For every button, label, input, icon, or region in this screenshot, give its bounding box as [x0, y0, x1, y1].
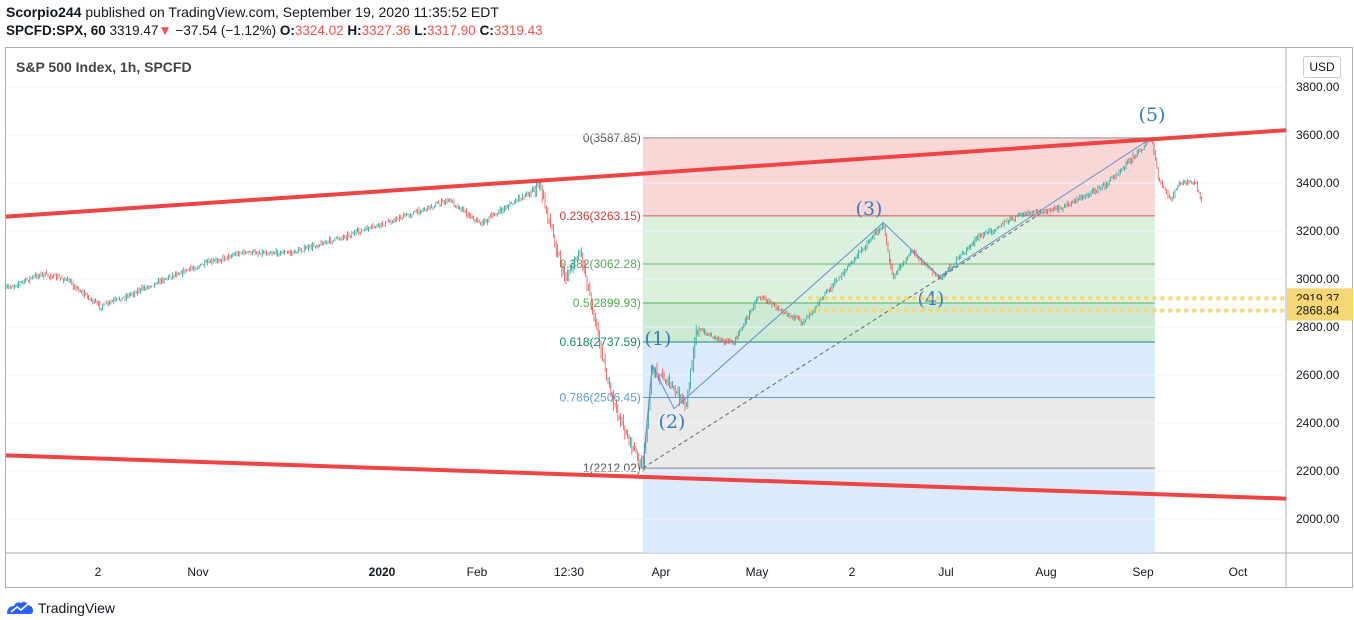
time-tick-label: Sep	[1132, 565, 1154, 579]
elliott-wave-path	[642, 137, 1153, 469]
symbol-label: SPCFD:SPX, 60	[6, 23, 106, 38]
low-label: L:	[414, 23, 427, 38]
time-tick-label: Oct	[1229, 565, 1248, 579]
price-tick-label: 3200.00	[1296, 224, 1340, 238]
fib-level-label: 0.382(3062.28)	[559, 257, 640, 271]
fib-level-label: 0.5(2899.93)	[573, 296, 641, 310]
tradingview-footer[interactable]: TradingView	[6, 598, 115, 618]
time-tick-label: Jul	[938, 565, 953, 579]
fib-zone	[642, 341, 1155, 398]
fib-zone	[642, 397, 1155, 469]
fib-level-label: 1(2212.02)	[583, 461, 641, 475]
price-tick-label: 3000.00	[1296, 272, 1340, 286]
fib-zone	[642, 215, 1155, 265]
price-tick-label: 2800.00	[1296, 320, 1340, 334]
open-value: 3324.02	[294, 23, 344, 38]
tradingview-logo-icon	[7, 601, 33, 614]
open-label: O:	[279, 23, 295, 38]
price-tick-label: 2400.00	[1296, 416, 1340, 430]
wave-label: (5)	[1139, 104, 1166, 126]
last-price: 3319.47	[109, 23, 159, 38]
candles	[5, 136, 1202, 472]
time-tick-label: Nov	[187, 565, 208, 579]
fib-level-label: 0.618(2737.59)	[559, 335, 640, 349]
publish-info: published on TradingView.com, September …	[85, 4, 499, 20]
price-tick-label: 2600.00	[1296, 368, 1340, 382]
high-label: H:	[347, 23, 362, 38]
publish-line: Scorpio244 published on TradingView.com,…	[6, 4, 499, 20]
time-tick-label: May	[746, 565, 769, 579]
level-price-label: 2868.84	[1296, 303, 1340, 317]
price-tick-label: 3800.00	[1296, 80, 1340, 94]
tradingview-brand: TradingView	[38, 600, 116, 616]
close-label: C:	[479, 23, 494, 38]
currency-button[interactable]: USD	[1303, 56, 1341, 78]
level-price-badge	[1287, 300, 1353, 321]
high-value: 3327.36	[361, 23, 411, 38]
fib-level-label: 0(3587.85)	[583, 131, 641, 145]
price-tick-label: 2200.00	[1296, 464, 1340, 478]
close-value: 3319.43	[493, 23, 543, 38]
time-tick-label: 2	[849, 565, 856, 579]
channel-lower-line	[5, 453, 1287, 501]
chart-legend-title: S&P 500 Index, 1h, SPCFD	[16, 59, 192, 75]
trend-dashed-line	[642, 213, 1040, 469]
wave-label: (2)	[659, 411, 686, 433]
ohlc-line: SPCFD:SPX, 60 3319.47▼ −37.54 (−1.12%) O…	[6, 23, 543, 38]
fib-extension-zone	[642, 468, 1155, 553]
wave-label: (3)	[856, 198, 883, 220]
time-tick-label: 2	[95, 565, 102, 579]
fib-zone	[642, 137, 1155, 216]
price-tick-label: 2000.00	[1296, 512, 1340, 526]
channel-upper-line	[5, 128, 1287, 219]
time-tick-label: 12:30	[554, 565, 584, 579]
time-tick-label: Feb	[467, 565, 488, 579]
low-value: 3317.90	[427, 23, 476, 38]
fib-level-label: 0.786(2506.45)	[559, 390, 640, 404]
down-arrow-icon: ▼	[158, 23, 172, 38]
author-name[interactable]: Scorpio244	[6, 4, 82, 20]
wave-label: (1)	[645, 328, 672, 350]
price-tick-label: 3400.00	[1296, 176, 1340, 190]
price-tick-label: 3600.00	[1296, 128, 1340, 142]
price-change: −37.54 (−1.12%)	[175, 23, 277, 38]
time-tick-label: Apr	[652, 565, 671, 579]
time-tick-label: Aug	[1035, 565, 1056, 579]
fib-level-label: 0.236(3263.15)	[559, 209, 640, 223]
time-tick-label: 2020	[369, 565, 396, 579]
